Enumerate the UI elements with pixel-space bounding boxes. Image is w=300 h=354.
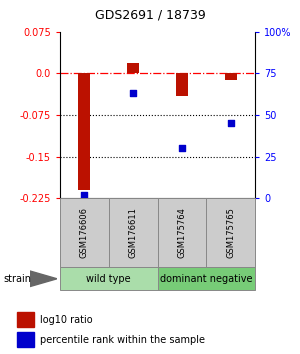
Text: GSM175765: GSM175765 <box>226 207 235 258</box>
Bar <box>127 63 139 74</box>
Text: percentile rank within the sample: percentile rank within the sample <box>40 335 205 345</box>
Bar <box>158 198 206 267</box>
Bar <box>17 332 34 347</box>
Bar <box>17 312 34 327</box>
Text: strain: strain <box>3 274 31 284</box>
Bar <box>60 267 158 290</box>
Bar <box>224 74 237 80</box>
Point <box>131 91 136 96</box>
Bar <box>78 74 91 190</box>
Point <box>179 145 184 151</box>
Text: GDS2691 / 18739: GDS2691 / 18739 <box>94 9 206 22</box>
Bar <box>176 74 188 96</box>
Polygon shape <box>30 271 57 287</box>
Bar <box>60 198 109 267</box>
Text: GSM175764: GSM175764 <box>177 207 186 258</box>
Point <box>82 192 87 198</box>
Text: log10 ratio: log10 ratio <box>40 315 93 325</box>
Text: dominant negative: dominant negative <box>160 274 253 284</box>
Text: wild type: wild type <box>86 274 131 284</box>
Bar <box>109 198 158 267</box>
Point <box>228 120 233 126</box>
Bar <box>206 198 255 267</box>
Text: GSM176606: GSM176606 <box>80 207 89 258</box>
Text: GSM176611: GSM176611 <box>129 207 138 258</box>
Bar <box>158 267 255 290</box>
